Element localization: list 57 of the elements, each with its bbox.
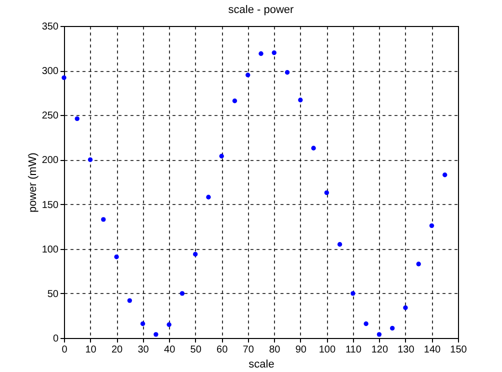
x-tick-label: 50 xyxy=(190,344,202,356)
y-tick-label: 0 xyxy=(52,334,59,344)
point xyxy=(272,50,276,56)
point xyxy=(350,291,356,296)
x-tick-label: 150 xyxy=(450,344,468,356)
point xyxy=(284,70,290,75)
x-tick-label: 40 xyxy=(164,344,176,356)
point xyxy=(232,98,238,104)
chart-title: scale - power xyxy=(228,4,294,16)
point xyxy=(127,298,132,303)
point xyxy=(390,326,395,331)
x-tick-label: 80 xyxy=(269,344,281,356)
x-tick-label: 120 xyxy=(371,344,388,356)
point xyxy=(74,116,80,122)
point xyxy=(416,262,421,266)
x-tick-label: 0 xyxy=(62,344,68,356)
x-tick-label: 100 xyxy=(318,344,336,356)
y-tick-label: 350 xyxy=(42,22,59,32)
x-tick-label: 140 xyxy=(424,344,442,356)
y-tick-label: 150 xyxy=(42,200,59,211)
point xyxy=(206,194,211,200)
x-tick-label: 90 xyxy=(295,344,307,356)
point xyxy=(311,146,316,150)
point xyxy=(192,252,198,257)
x-tick-label: 10 xyxy=(85,344,97,356)
point xyxy=(140,321,146,326)
point xyxy=(376,332,382,337)
point xyxy=(166,322,172,327)
point xyxy=(429,223,434,228)
y-tick-label: 300 xyxy=(42,66,59,78)
point xyxy=(442,172,448,178)
y-tick-label: 200 xyxy=(42,155,59,166)
point xyxy=(298,98,303,102)
point xyxy=(324,190,330,196)
point xyxy=(154,332,158,337)
x-tick-label: 110 xyxy=(345,344,362,356)
y-tick-label: 250 xyxy=(42,110,59,122)
y-axis-title: power (mW) xyxy=(26,152,39,212)
point xyxy=(403,305,408,310)
point xyxy=(114,254,119,260)
point xyxy=(337,242,342,247)
point xyxy=(62,75,66,80)
x-tick-label: 60 xyxy=(216,344,228,356)
x-tick-label: 130 xyxy=(398,344,415,356)
point xyxy=(364,321,368,326)
point xyxy=(101,217,106,222)
y-tick-label: 100 xyxy=(42,244,59,256)
point xyxy=(219,154,224,158)
x-axis-title: scale xyxy=(248,358,274,370)
point xyxy=(88,157,93,162)
point xyxy=(246,72,250,78)
x-tick-label: 20 xyxy=(111,344,124,356)
x-tick-label: 70 xyxy=(242,344,254,356)
point xyxy=(180,291,185,296)
x-tick-label: 30 xyxy=(138,344,150,356)
point xyxy=(258,51,264,56)
y-tick-label: 50 xyxy=(47,288,59,300)
